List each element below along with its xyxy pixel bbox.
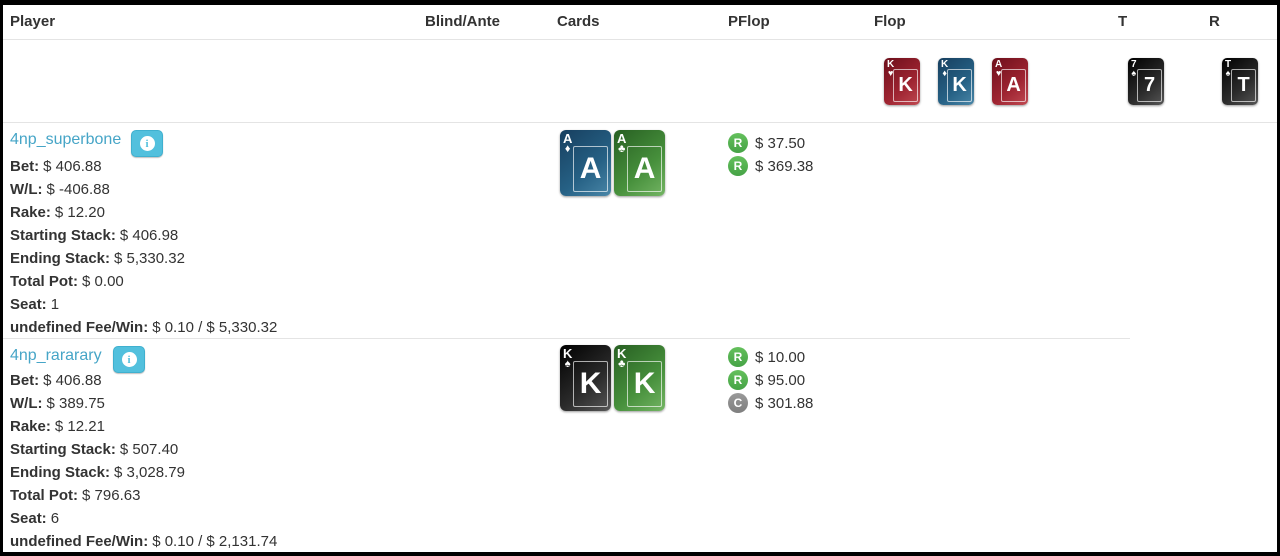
raise-badge-icon: R [728, 347, 748, 367]
card-corner: 7 ♠ [1131, 60, 1137, 78]
stat-line-seat: Seat: 1 [10, 296, 60, 313]
header-separator [3, 39, 1277, 40]
card-corner: A ♣ [617, 132, 626, 155]
diamond-suit-icon: ♦ [564, 143, 571, 155]
action-raise: R $ 10.00 [728, 346, 813, 368]
action-raise: R $ 369.38 [728, 155, 813, 177]
card-corner-rank: K [563, 346, 573, 361]
spade-suit-icon: ♠ [564, 358, 571, 370]
card-rank: A [573, 145, 608, 193]
preflop-actions: R $ 10.00 R $ 95.00 C $ 301.88 [728, 346, 813, 415]
club-suit-icon: ♣ [618, 143, 626, 155]
player-stats: Bet: $ 406.88 W/L: $ -406.88 Rake: $ 12.20 … [10, 155, 277, 339]
card-rank: T [1231, 69, 1256, 103]
column-header-pflop: PFlop [728, 13, 770, 30]
spade-suit-icon: ♠ [1131, 68, 1137, 78]
stat-line-starting-stack: Starting Stack: $ 406.98 [10, 227, 179, 244]
raise-badge-icon: R [728, 133, 748, 153]
stat-line-seat: Seat: 6 [10, 510, 60, 527]
board-row-separator [3, 122, 1277, 123]
hole-card-1: K ♠ K [560, 345, 611, 411]
player-info-button[interactable]: i [131, 130, 163, 157]
action-raise: R $ 95.00 [728, 369, 813, 391]
action-amount: $ 301.88 [755, 394, 814, 412]
stat-line-ending-stack: Ending Stack: $ 5,330.32 [10, 250, 185, 267]
stat-line-starting-stack: Starting Stack: $ 507.40 [10, 441, 179, 458]
card-corner: K ♦ [941, 60, 948, 78]
stat-line-wl: W/L: $ -406.88 [10, 181, 110, 198]
column-header-blind-ante: Blind/Ante [425, 13, 500, 30]
card-rank: K [573, 360, 608, 408]
card-rank: A [1001, 69, 1026, 103]
card-corner-rank: 7 [1131, 59, 1137, 70]
diamond-suit-icon: ♦ [942, 68, 947, 78]
action-amount: $ 369.38 [755, 157, 814, 175]
stat-line-fee-win: undefined Fee/Win: $ 0.10 / $ 2,131.74 [10, 533, 278, 550]
action-amount: $ 10.00 [755, 348, 806, 366]
action-call: C $ 301.88 [728, 392, 813, 414]
stat-line-rake: Rake: $ 12.20 [10, 204, 105, 221]
flop-card-3: A ♥ A [992, 58, 1028, 105]
stat-line-bet: Bet: $ 406.88 [10, 372, 102, 389]
stat-line-rake: Rake: $ 12.21 [10, 418, 105, 435]
card-corner: A ♥ [995, 60, 1002, 78]
action-amount: $ 95.00 [755, 371, 806, 389]
call-badge-icon: C [728, 393, 748, 413]
club-suit-icon: ♣ [618, 358, 626, 370]
card-corner: K ♣ [617, 347, 626, 370]
turn-card: 7 ♠ 7 [1128, 58, 1164, 105]
card-rank: 7 [1137, 69, 1162, 103]
spade-suit-icon: ♠ [1225, 68, 1231, 78]
flop-card-2: K ♦ K [938, 58, 974, 105]
hole-card-2: A ♣ A [614, 130, 665, 196]
column-header-cards: Cards [557, 13, 600, 30]
card-corner: K ♥ [887, 60, 894, 78]
heart-suit-icon: ♥ [887, 68, 894, 78]
card-corner-rank: K [941, 59, 949, 70]
player-info-button[interactable]: i [113, 346, 145, 373]
heart-suit-icon: ♥ [995, 68, 1002, 78]
player-name-link[interactable]: 4np_superbone [10, 131, 122, 148]
hole-card-1: A ♦ A [560, 130, 611, 196]
stat-line-bet: Bet: $ 406.88 [10, 158, 102, 175]
stat-line-ending-stack: Ending Stack: $ 3,028.79 [10, 464, 185, 481]
preflop-actions: R $ 37.50 R $ 369.38 [728, 132, 813, 178]
hand-history-table: Player Blind/Ante Cards PFlop Flop T R K… [3, 5, 1277, 552]
action-amount: $ 37.50 [755, 134, 806, 152]
column-header-turn: T [1118, 13, 1128, 30]
stat-line-total-pot: Total Pot: $ 0.00 [10, 273, 124, 290]
card-corner-rank: A [563, 131, 573, 146]
card-rank: A [627, 145, 662, 193]
flop-card-1: K ♥ K [884, 58, 920, 105]
info-icon: i [139, 136, 155, 151]
player-name-link[interactable]: 4np_rararary [10, 347, 102, 364]
river-card: T ♠ T [1222, 58, 1258, 105]
card-corner: T ♠ [1225, 60, 1231, 78]
stat-line-wl: W/L: $ 389.75 [10, 395, 105, 412]
row-separator [3, 338, 1130, 339]
card-corner: K ♠ [563, 347, 572, 370]
card-corner-rank: A [617, 131, 627, 146]
card-corner-rank: K [617, 346, 627, 361]
player-stats: Bet: $ 406.88 W/L: $ 389.75 Rake: $ 12.21 S… [10, 369, 277, 552]
stat-line-fee-win: undefined Fee/Win: $ 0.10 / $ 5,330.32 [10, 319, 278, 336]
card-rank: K [627, 360, 662, 408]
raise-badge-icon: R [728, 370, 748, 390]
card-corner-rank: A [995, 59, 1003, 70]
column-header-flop: Flop [874, 13, 906, 30]
hole-card-2: K ♣ K [614, 345, 665, 411]
column-header-river: R [1209, 13, 1220, 30]
card-rank: K [893, 69, 918, 103]
column-header-player: Player [10, 13, 56, 30]
card-corner: A ♦ [563, 132, 572, 155]
card-corner-rank: T [1225, 59, 1232, 70]
card-rank: K [947, 69, 972, 103]
raise-badge-icon: R [728, 156, 748, 176]
card-corner-rank: K [887, 59, 895, 70]
stat-line-total-pot: Total Pot: $ 796.63 [10, 487, 141, 504]
info-icon: i [121, 352, 137, 367]
action-raise: R $ 37.50 [728, 132, 813, 154]
